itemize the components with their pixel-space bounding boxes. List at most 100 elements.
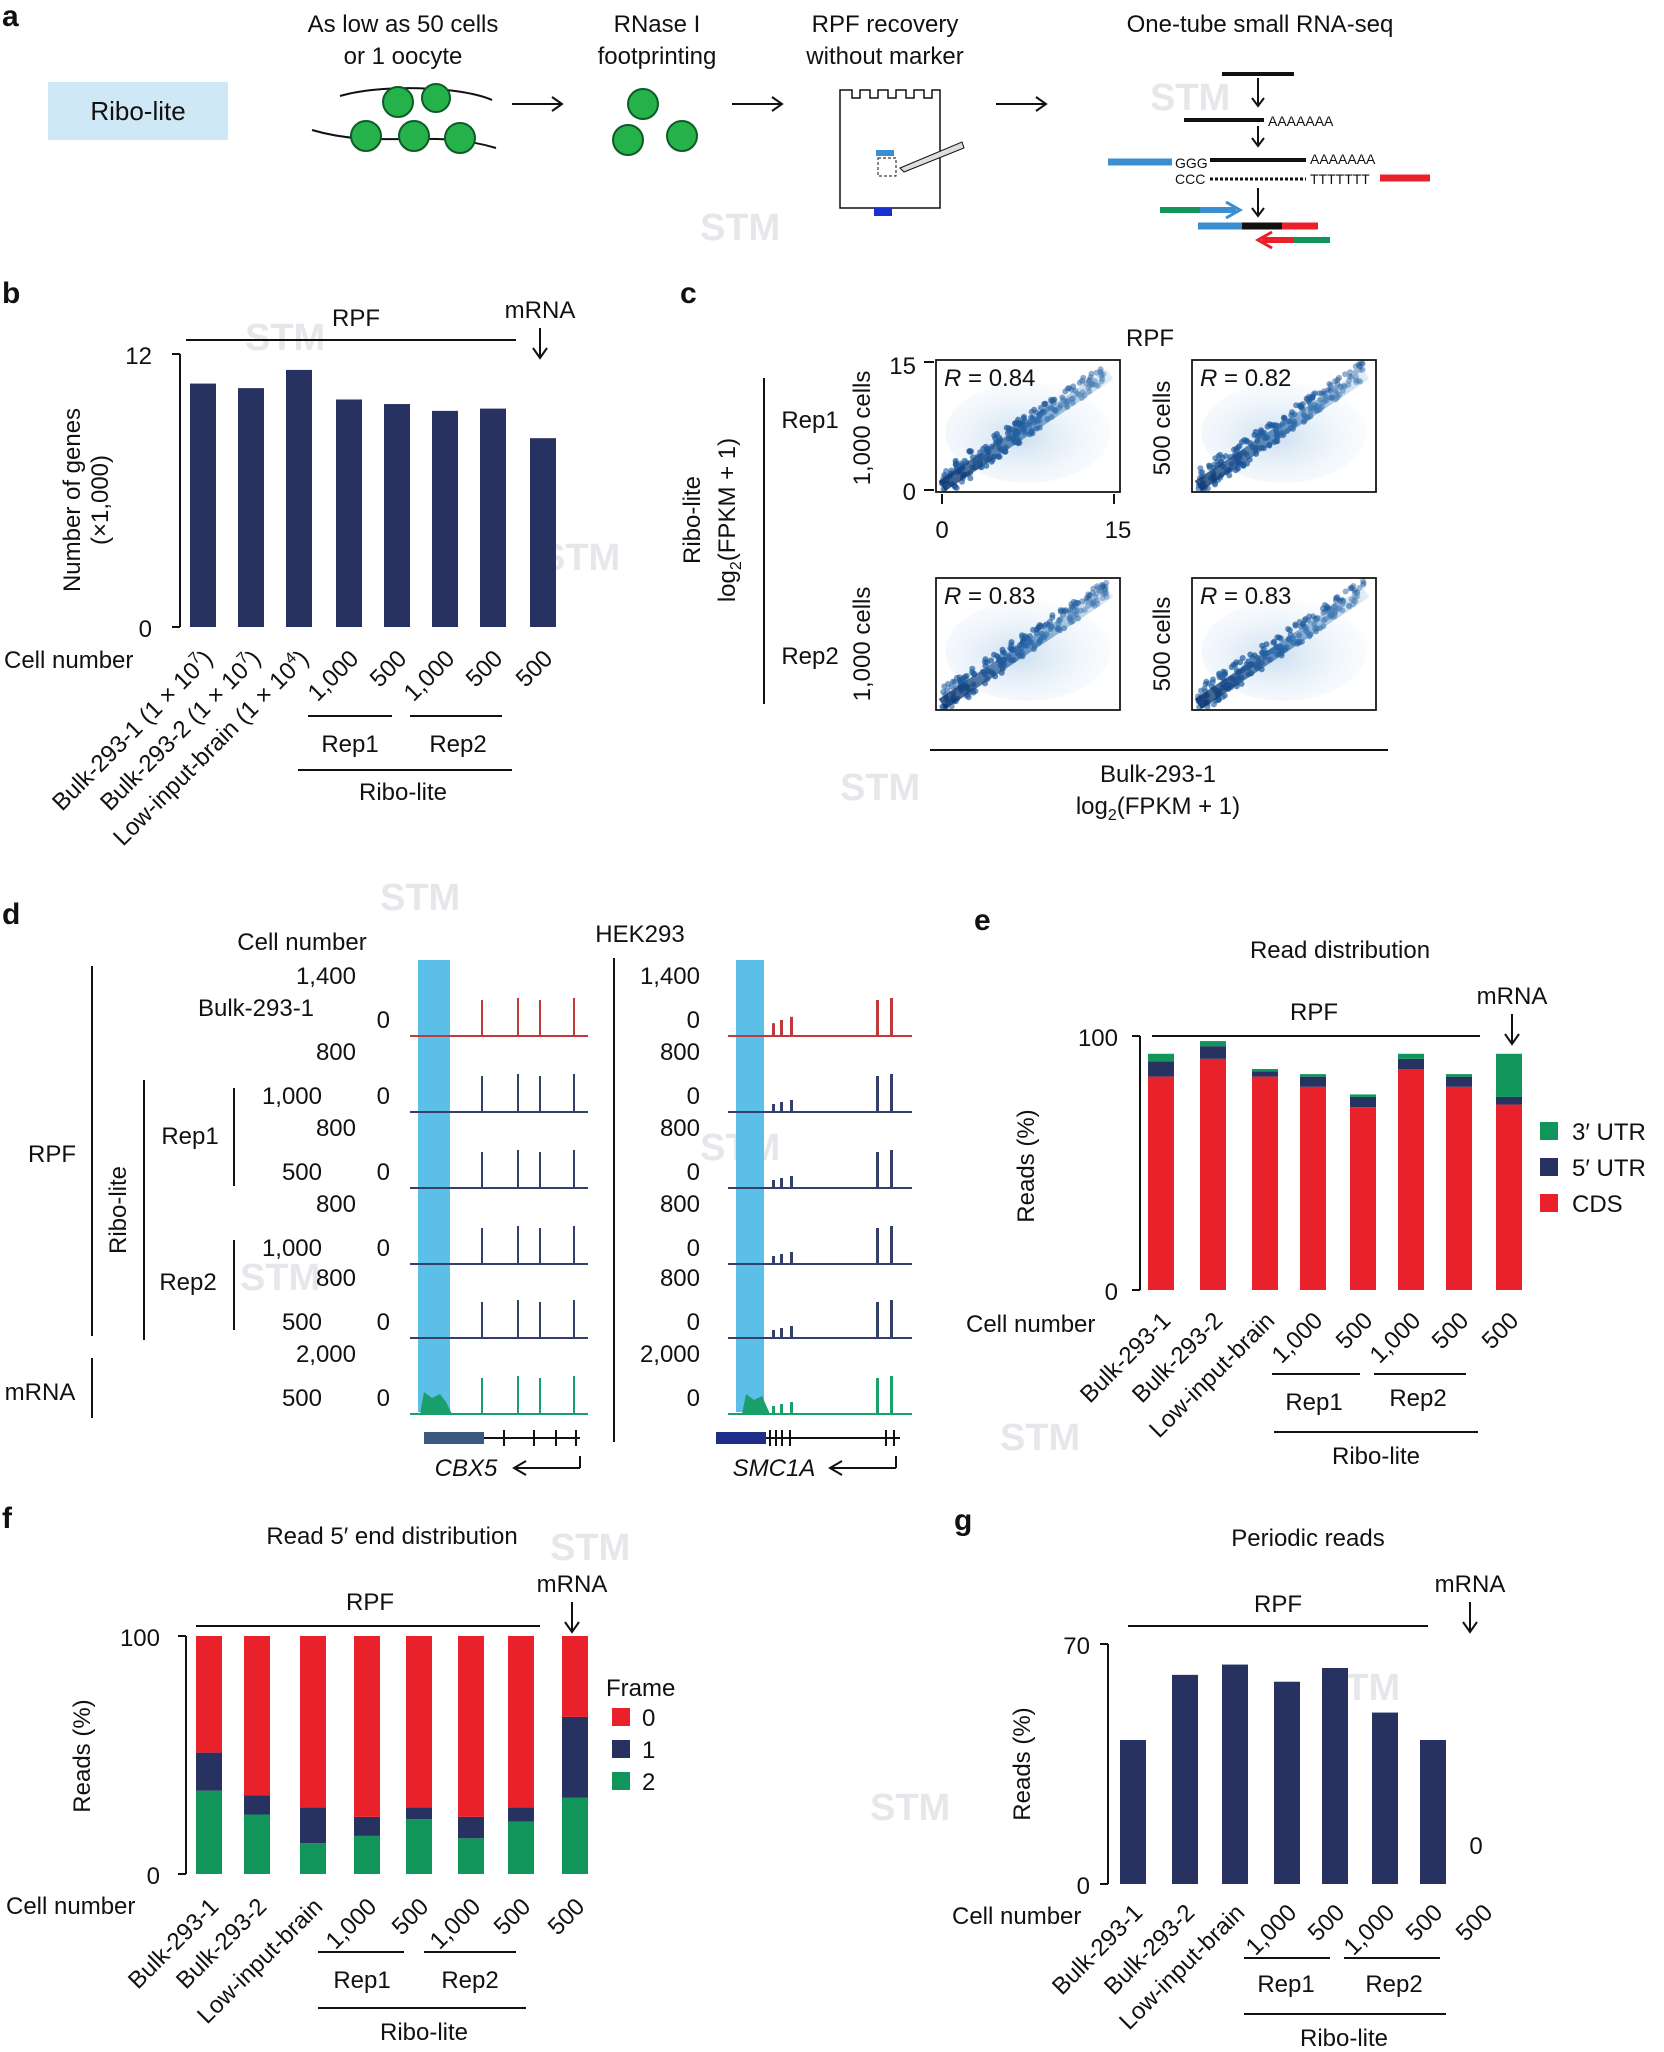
panel-d: d Cell number HEK293 RPF mRNA Ribo-lite … <box>2 898 912 1482</box>
legend-5utr: 5′ UTR <box>1572 1155 1646 1182</box>
bar-g <box>1120 1740 1146 1884</box>
e-rep2-label: Rep2 <box>1389 1385 1446 1412</box>
c-tick-0: 0 <box>903 479 916 506</box>
bar-segment-0 <box>196 1636 222 1753</box>
g-mrna-label: mRNA <box>1435 1571 1506 1598</box>
ggg-label: GGG <box>1175 155 1208 171</box>
track-zero-right: 0 <box>687 1235 700 1262</box>
bar-segment-2 <box>406 1819 432 1874</box>
track-zero-left: 0 <box>377 1235 390 1262</box>
bar-segment-2 <box>458 1838 484 1874</box>
arrow-icon <box>512 96 564 112</box>
track-max-left: 800 <box>316 1115 356 1142</box>
c-xtick-0: 0 <box>935 517 948 544</box>
c-cells-1000-rep2: 1,000 cells <box>849 587 876 702</box>
c-rep1-label: Rep1 <box>781 407 838 434</box>
gene-model-cbx5: CBX5 <box>424 1430 581 1482</box>
bar-b <box>190 383 216 627</box>
panel-a: a Ribo-lite As low as 50 cells or 1 oocy… <box>2 0 1430 250</box>
bar-segment-cds <box>1300 1086 1326 1290</box>
x-labels-e: Bulk-293-1Bulk-293-2Low-input-brain1,000… <box>1075 1307 1524 1443</box>
legend-swatch-5utr <box>1540 1158 1558 1176</box>
c-x-axis-label-1: Bulk-293-1 <box>1100 761 1216 788</box>
watermarks: STM STM STM STM STM STM STM STM STM STM … <box>240 77 1400 1829</box>
c-x-axis-label-2: log2(FPKM + 1) <box>1076 793 1240 824</box>
bar-segment-cds <box>1398 1069 1424 1290</box>
e-title: Read distribution <box>1250 937 1430 964</box>
c-rep2-label: Rep2 <box>781 643 838 670</box>
bar-b <box>286 369 312 627</box>
track-zero-right: 0 <box>687 1309 700 1336</box>
track-zero-right: 0 <box>687 1159 700 1186</box>
bar-b <box>238 388 264 627</box>
bar-segment-5utr <box>1446 1076 1472 1087</box>
bar-segment-2 <box>508 1821 534 1874</box>
x-tick-label: 500 <box>1427 1307 1474 1354</box>
step3-line1: RPF recovery <box>812 11 959 38</box>
y-tick-12: 12 <box>125 343 152 370</box>
c-ribo-lite-label: Ribo-lite <box>679 476 706 564</box>
x-tick-label: Low-input-brain (1 × 104) <box>107 644 314 851</box>
g-cell-number: Cell number <box>952 1903 1081 1930</box>
bar-b <box>480 408 506 627</box>
x-tick-label: 1,000 <box>1365 1307 1427 1369</box>
panel-e: e Read distribution RPF mRNA Reads (%) 1… <box>966 904 1646 1470</box>
track-max-right: 1,400 <box>640 963 700 990</box>
ribosomes-on-mrna-icon <box>311 83 497 154</box>
gene-label-cbx5: CBX5 <box>435 1455 498 1482</box>
panel-label-d: d <box>2 898 20 931</box>
correlation-label: R = 0.84 <box>944 365 1035 392</box>
e-tick-100: 100 <box>1078 1025 1118 1052</box>
coverage-track: 2,000 0 2,000 0 500 <box>282 1341 912 1415</box>
coverage-track: 1,400 0 1,400 0 <box>296 963 912 1037</box>
ribo-lite-badge <box>48 82 228 140</box>
bar-segment-3utr <box>1446 1074 1472 1077</box>
bar-segment-3utr <box>1496 1053 1522 1097</box>
watermark-text: STM <box>700 207 780 249</box>
y-axis-label-b-line1: Number of genes <box>59 408 86 592</box>
track-cell-count: 500 <box>282 1159 322 1186</box>
step3-line2: without marker <box>805 43 963 70</box>
g-mrna-zero-label: 0 <box>1469 1833 1482 1860</box>
track-cell-count: 1,000 <box>262 1083 322 1110</box>
watermark-text: STM <box>245 317 325 359</box>
x-tick-label: 1,000 <box>425 1893 487 1955</box>
gene-model-smc1a: SMC1A <box>716 1430 900 1482</box>
bar-segment-3utr <box>1350 1094 1376 1097</box>
step2-line2: footprinting <box>598 43 717 70</box>
legend-swatch-3utr <box>1540 1122 1558 1140</box>
x-tick-label: 500 <box>543 1893 590 1940</box>
bar-segment-5utr <box>1200 1046 1226 1059</box>
track-zero-right: 0 <box>687 1083 700 1110</box>
bar-b <box>530 438 556 627</box>
watermark-text: STM <box>1000 1417 1080 1459</box>
bar-segment-5utr <box>1300 1076 1326 1087</box>
footprint-ribosomes-icon <box>612 88 698 156</box>
track-max-right: 800 <box>660 1115 700 1142</box>
track-zero-left: 0 <box>377 1159 390 1186</box>
track-zero-left: 0 <box>377 1083 390 1110</box>
polya-label-2: AAAAAAA <box>1310 151 1376 167</box>
x-tick-label: 1,000 <box>1241 1899 1303 1961</box>
bars-e <box>1148 1041 1522 1290</box>
bar-segment-5utr <box>1252 1071 1278 1077</box>
d-mrna-label: mRNA <box>5 1379 76 1406</box>
bar-segment-cds <box>1496 1104 1522 1290</box>
x-tick-label: 1,000 <box>399 645 461 707</box>
x-tick-label: 500 <box>511 645 558 692</box>
x-tick-label: 1,000 <box>303 645 365 707</box>
bar-segment-3utr <box>1200 1041 1226 1047</box>
polyt-label: TTTTTTT <box>1310 171 1370 187</box>
bar-b <box>336 399 362 627</box>
c-cells-1000-rep1: 1,000 cells <box>849 371 876 486</box>
bar-segment-2 <box>354 1835 380 1874</box>
bar-segment-1 <box>196 1752 222 1791</box>
bar-segment-3utr <box>1252 1069 1278 1072</box>
coverage-track: 800 0 800 0 1,000 <box>262 1191 912 1265</box>
arrow-icon <box>996 96 1048 112</box>
legend-frame2: 2 <box>642 1769 655 1796</box>
track-cell-count: 500 <box>282 1309 322 1336</box>
x-tick-label: 500 <box>1477 1307 1524 1354</box>
bars-g <box>1120 1664 1446 1884</box>
f-tick-0: 0 <box>147 1863 160 1890</box>
